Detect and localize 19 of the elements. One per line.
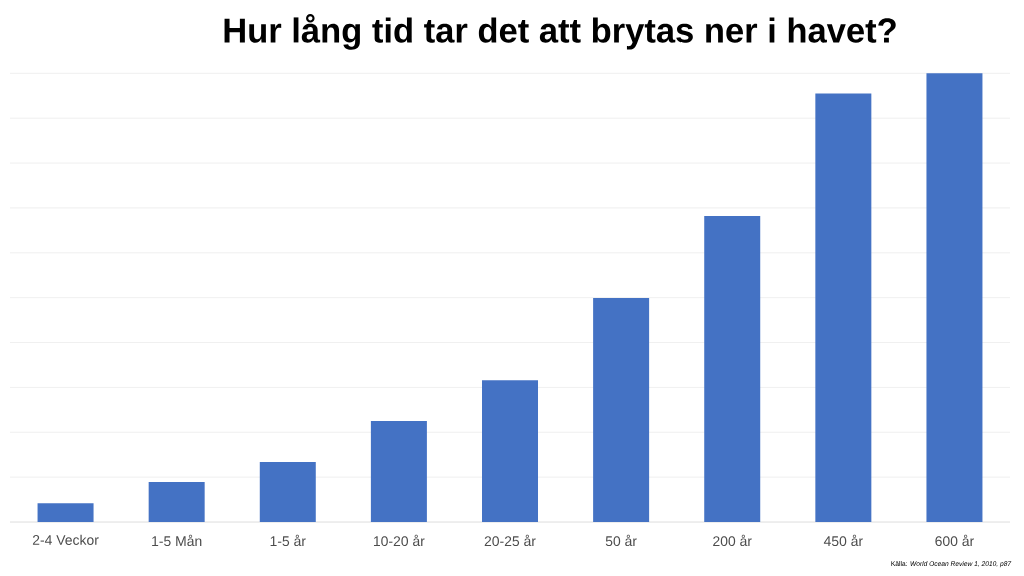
bar — [704, 216, 761, 522]
bar — [593, 298, 650, 522]
x-tick-label: 10-20 år — [373, 534, 425, 547]
bar — [815, 93, 872, 522]
bar — [148, 482, 205, 522]
bar — [370, 421, 427, 522]
chart-title: Hur lång tid tar det att brytas ner i havet? — [224, 14, 896, 50]
bar — [482, 380, 539, 522]
x-tick-label: 1-5 Mån — [152, 534, 202, 547]
x-tick-label: 50 år — [605, 534, 637, 547]
x-tick-label: 450 år — [823, 534, 863, 547]
bar — [926, 73, 983, 522]
x-tick-label: 2-4 Veckor — [32, 534, 99, 545]
bar — [259, 461, 316, 522]
bar — [37, 503, 94, 522]
x-tick-label: 20-25 år — [484, 534, 536, 547]
x-tick-label: 200 år — [713, 534, 752, 547]
x-tick-label: 600 år — [935, 534, 974, 547]
x-tick-label: 1-5 år — [270, 534, 306, 547]
